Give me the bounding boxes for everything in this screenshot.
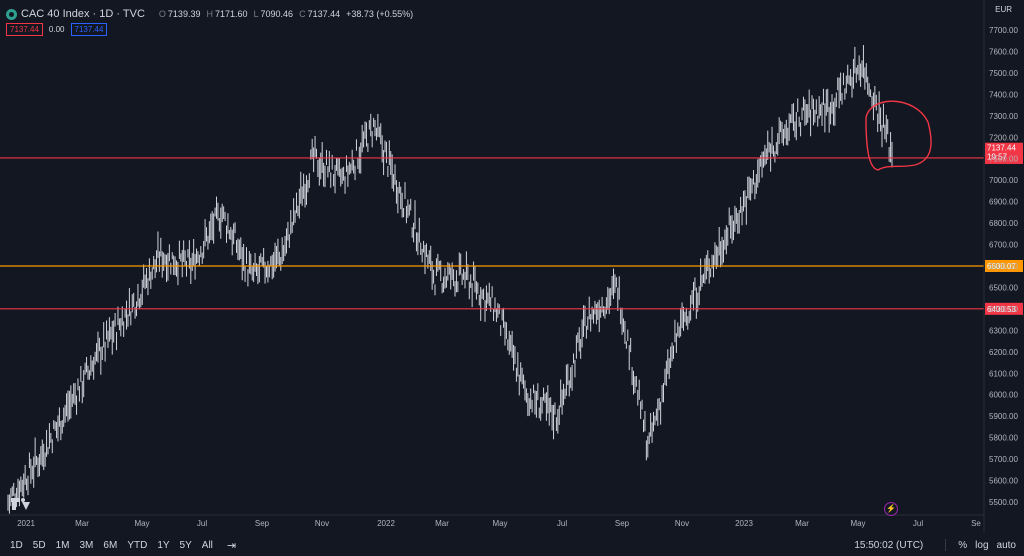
high-value: 7171.60 [214,9,248,19]
bottom-toolbar: 1D 5D 1M 3M 6M YTD 1Y 5Y All ⇥ 15:50:02 … [0,534,1024,556]
x-tick-label: May [850,519,865,528]
y-tick-label: 7600.00 [989,47,1018,56]
y-tick-label: 6300.00 [989,326,1018,335]
x-tick-label: May [492,519,507,528]
x-tick-label: May [134,519,149,528]
last-price-tag [985,142,1023,163]
level-label: 6600.07 [987,262,1016,271]
y-tick-label: 7500.00 [989,69,1018,78]
range-3m[interactable]: 3M [79,539,94,551]
y-tick-label: 6800.00 [989,219,1018,228]
change-value: +38.73 (+0.55%) [346,9,414,19]
x-tick-label: Jul [557,519,567,528]
y-tick-label: 5500.00 [989,498,1018,507]
x-tick-label: Mar [795,519,809,528]
range-1y[interactable]: 1Y [157,539,170,551]
x-tick-label: Mar [75,519,89,528]
range-1m[interactable]: 1M [55,539,70,551]
y-tick-label: 7000.00 [989,176,1018,185]
x-tick-label: 2022 [377,519,395,528]
range-ytd[interactable]: YTD [127,539,148,551]
x-tick-label: Jul [913,519,923,528]
level-label-bg [985,259,1023,272]
x-tick-label: Jul [197,519,207,528]
auto-toggle[interactable]: auto [996,539,1016,551]
x-tick-label: Mar [435,519,449,528]
divider [945,539,947,551]
ohlc-values: O 7139.39 H 7171.60 L 7090.46 C 7137.44 +38.… [159,9,413,19]
range-6m[interactable]: 6M [103,539,118,551]
y-tick-label: 6400.00 [989,305,1018,314]
bottom-right-controls: 15:50:02 (UTC) % log auto [854,539,1016,551]
countdown-label: 19:57 [987,153,1008,162]
y-tick-label: 7400.00 [989,90,1018,99]
price-box[interactable]: 7137.44 [6,23,43,36]
y-tick-label: 7700.00 [989,26,1018,35]
x-tick-label: 2021 [17,519,35,528]
low-value: 7090.46 [260,9,294,19]
range-5d[interactable]: 5D [32,539,46,551]
y-tick-label: 7100.00 [989,155,1018,164]
close-value: 7137.44 [307,9,341,19]
y-tick-label: 7300.00 [989,112,1018,121]
x-tick-label: Nov [315,519,329,528]
lightning-icon[interactable]: ⚡ [884,502,898,516]
y-tick-label: 5700.00 [989,455,1018,464]
y-tick-label: 6600.00 [989,262,1018,271]
symbol-legend: CAC 40 Index · 1D · TVC O 7139.39 H 7171.6… [6,6,413,22]
y-tick-label: 6100.00 [989,369,1018,378]
range-1d[interactable]: 1D [10,539,23,551]
last-price-label: 7137.44 [987,144,1016,153]
circle-annotation[interactable] [865,100,932,171]
high-label: H [206,9,213,19]
indicator-row: 7137.44 0.00 7137.44 [6,23,108,36]
x-tick-label: Sep [615,519,630,528]
y-tick-label: 5600.00 [989,477,1018,486]
y-tick-label: 6000.00 [989,391,1018,400]
x-tick-label: Nov [675,519,689,528]
x-tick-label: Se [971,519,981,528]
x-tick-label: 2023 [735,519,753,528]
y-tick-label: 7200.00 [989,133,1018,142]
low-label: L [253,9,259,19]
zero-value: 0.00 [48,25,65,34]
y-tick-label: 6200.00 [989,348,1018,357]
calendar-range-icon[interactable]: ⇥ [226,539,237,552]
open-value: 7139.39 [167,9,201,19]
level-label: 6400.53 [987,305,1016,314]
y-tick-label: 5800.00 [989,434,1018,443]
range-all[interactable]: All [201,539,213,551]
symbol-logo-icon [6,8,17,20]
y-tick-label: 5900.00 [989,412,1018,421]
close-label: C [299,9,306,19]
log-toggle[interactable]: log [975,539,989,551]
blue-price-box[interactable]: 7137.44 [70,23,108,36]
open-label: O [158,9,166,19]
level-label-bg [985,302,1023,315]
clock-time[interactable]: 15:50:02 (UTC) [854,539,924,551]
percent-toggle[interactable]: % [958,539,968,551]
y-tick-label: 6500.00 [989,283,1018,292]
symbol-title[interactable]: CAC 40 Index · 1D · TVC [21,8,145,20]
tradingview-logo-icon[interactable] [11,497,31,511]
range-5y[interactable]: 5Y [179,539,192,551]
y-tick-label: 6900.00 [989,198,1018,207]
currency-label[interactable]: EUR [995,5,1012,14]
y-tick-label: 6700.00 [989,241,1018,250]
x-tick-label: Sep [255,519,270,528]
